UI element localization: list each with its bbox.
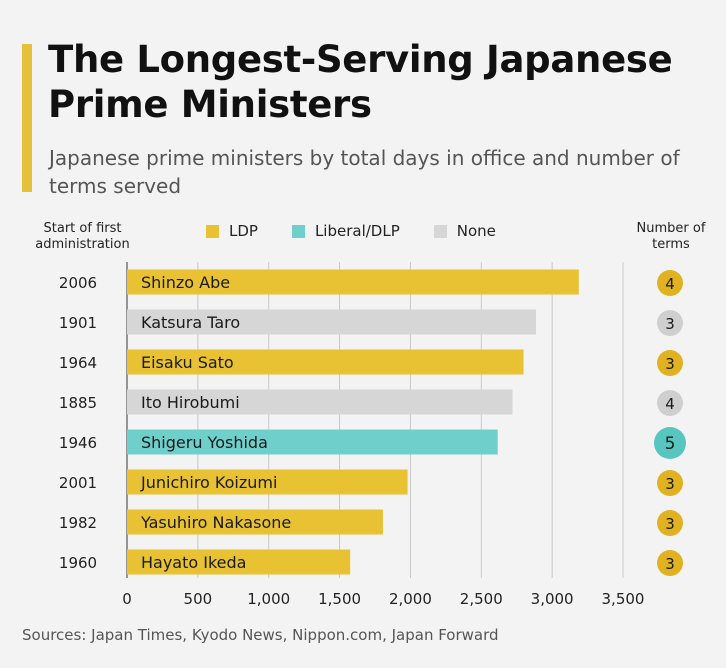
terms-badge xyxy=(657,550,683,576)
terms-value: 3 xyxy=(665,355,675,373)
legend-item-liberal-dlp: Liberal/DLP xyxy=(291,222,400,240)
terms-value: 4 xyxy=(665,275,675,293)
bar xyxy=(127,349,524,375)
legend-swatch-ldp xyxy=(206,224,219,238)
x-tick-label: 3,500 xyxy=(602,590,645,608)
terms-value: 4 xyxy=(665,395,675,413)
page-subtitle: Japanese prime ministers by total days i… xyxy=(49,146,680,198)
legend-swatch-none xyxy=(433,224,447,238)
terms-badge xyxy=(657,390,683,416)
bar-name-label: Hayato Ikeda xyxy=(141,553,246,572)
x-tick-label: 0 xyxy=(122,590,132,608)
bar-name-label: Ito Hirobumi xyxy=(141,393,240,412)
bar-name-label: Shinzo Abe xyxy=(141,273,230,292)
page-title: The Longest-Serving Japanese Prime Minis… xyxy=(48,38,673,126)
x-tick-label: 2,000 xyxy=(389,590,432,608)
start-year-label: 1885 xyxy=(59,394,97,412)
terms-value: 3 xyxy=(665,475,675,493)
terms-column-header: Number of terms xyxy=(636,221,706,252)
start-year-label: 2001 xyxy=(59,474,97,492)
start-year-label: 1982 xyxy=(59,514,97,532)
bar xyxy=(127,269,579,295)
terms-badge xyxy=(654,427,686,459)
bar-name-label: Shigeru Yoshida xyxy=(141,433,268,452)
legend-label-ldp: LDP xyxy=(229,222,258,240)
bar xyxy=(127,309,536,335)
terms-badge xyxy=(657,470,683,496)
terms-badge xyxy=(657,270,683,296)
terms-value: 3 xyxy=(665,315,675,333)
source-note: Sources: Japan Times, Kyodo News, Nippon… xyxy=(22,626,499,644)
x-tick-label: 1,000 xyxy=(247,590,290,608)
terms-badge xyxy=(657,510,683,536)
title-accent-bar xyxy=(22,44,32,192)
terms-value: 3 xyxy=(665,555,675,573)
start-year-label: 2006 xyxy=(59,274,97,292)
legend-item-ldp: LDP xyxy=(206,222,258,240)
start-year-label: 1964 xyxy=(59,354,97,372)
bar xyxy=(127,389,513,415)
terms-badge xyxy=(657,310,683,336)
bar xyxy=(127,509,383,535)
bar-name-label: Junichiro Koizumi xyxy=(140,473,277,492)
terms-value: 5 xyxy=(665,434,676,454)
start-year-label: 1901 xyxy=(59,314,97,332)
terms-badge xyxy=(657,350,683,376)
x-tick-label: 500 xyxy=(184,590,213,608)
bar-name-label: Katsura Taro xyxy=(141,313,240,332)
x-tick-label: 3,000 xyxy=(531,590,574,608)
bar xyxy=(127,429,498,455)
legend-label-none: None xyxy=(456,222,496,240)
legend-swatch-liberal-dlp xyxy=(291,224,305,238)
start-year-label: 1960 xyxy=(59,554,97,572)
start-year-label: 1946 xyxy=(59,434,97,452)
chart-legend: LDP Liberal/DLP None xyxy=(206,222,530,240)
x-tick-label: 1,500 xyxy=(318,590,361,608)
start-year-column-header: Start of first administration xyxy=(35,221,130,252)
bar xyxy=(127,469,408,495)
bar xyxy=(127,549,351,575)
legend-item-none: None xyxy=(433,222,496,240)
bar-name-label: Yasuhiro Nakasone xyxy=(140,513,291,532)
legend-label-liberal-dlp: Liberal/DLP xyxy=(314,222,400,240)
bar-name-label: Eisaku Sato xyxy=(141,353,234,372)
x-tick-label: 2,500 xyxy=(460,590,503,608)
terms-value: 3 xyxy=(665,515,675,533)
